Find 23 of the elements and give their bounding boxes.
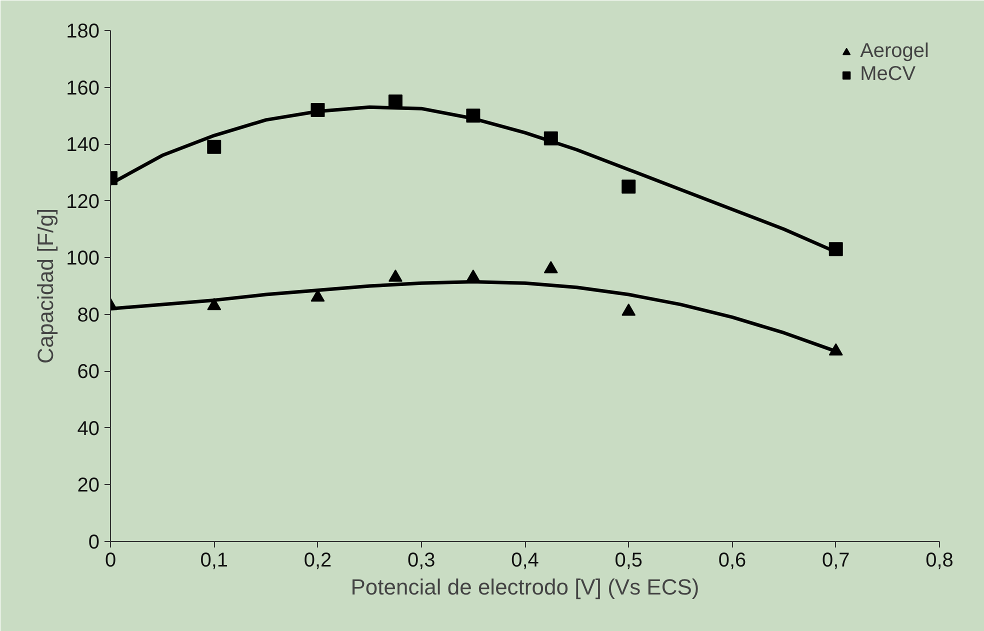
x-tick-label: 0,5	[614, 550, 643, 572]
x-tick-label: 0,8	[926, 550, 954, 572]
x-tick-label: 0,2	[304, 550, 332, 572]
y-tick-label: 140	[66, 134, 100, 156]
y-tick-label: 180	[66, 20, 100, 42]
y-tick-label: 80	[77, 304, 100, 326]
legend-label: Aerogel	[860, 40, 929, 63]
y-tick-label: 40	[77, 418, 100, 440]
y-tick-label: 20	[77, 474, 100, 497]
x-tick-label: 0,3	[407, 550, 436, 572]
x-tick-label: 0,1	[200, 550, 228, 572]
x-tick-label: 0	[104, 550, 116, 572]
y-tick-label: 0	[88, 532, 100, 554]
x-tick-label: 0,7	[822, 550, 850, 572]
x-tick-label: 0,4	[511, 550, 539, 572]
y-tick-label: 60	[77, 361, 100, 384]
y-tick-label: 100	[66, 248, 100, 270]
x-axis-title: Potencial de electrodo [V] (Vs ECS)	[350, 574, 700, 600]
y-tick-label: 160	[66, 77, 100, 100]
y-tick-label: 120	[66, 190, 100, 213]
legend-label: MeCV	[860, 63, 916, 86]
x-tick-label: 0,6	[718, 550, 746, 572]
y-axis-title: Capacidad [F/g]	[33, 208, 58, 364]
